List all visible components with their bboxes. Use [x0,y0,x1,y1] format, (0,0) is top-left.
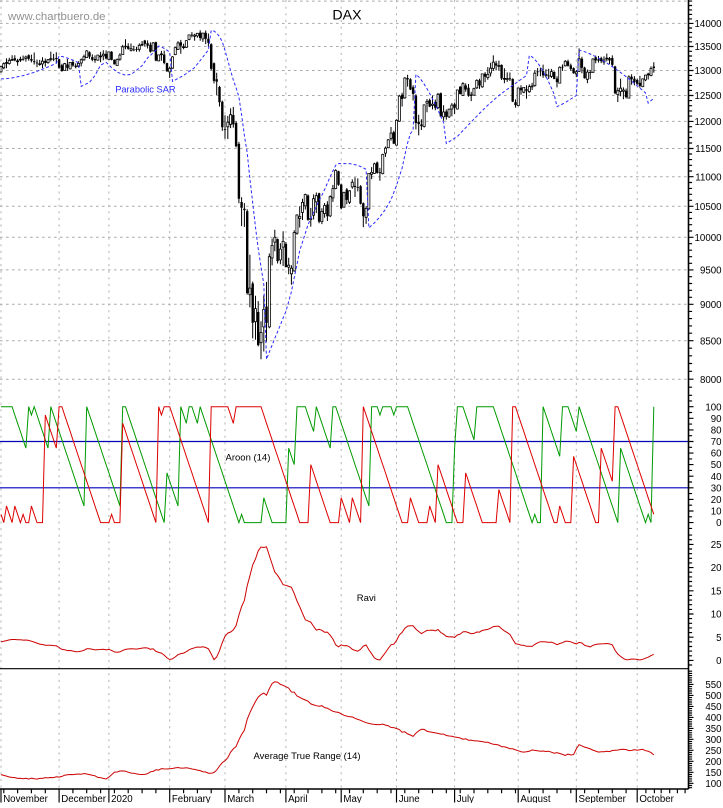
svg-text:November: November [3,794,48,803]
svg-text:Aroon (14): Aroon (14) [226,452,271,463]
svg-text:350: 350 [705,724,722,735]
svg-text:December: December [61,794,106,803]
svg-text:DAX: DAX [332,8,362,24]
svg-text:12500: 12500 [695,91,723,102]
svg-text:100: 100 [705,779,722,790]
svg-text:October: October [639,794,674,803]
svg-text:13500: 13500 [695,42,723,53]
svg-text:20: 20 [711,495,722,506]
svg-text:250: 250 [705,746,722,757]
svg-text:300: 300 [705,735,722,746]
svg-text:Average True Range (14): Average True Range (14) [254,751,361,762]
svg-text:Parabolic SAR: Parabolic SAR [115,85,176,95]
svg-text:400: 400 [705,713,722,724]
svg-text:www.chartbuero.de: www.chartbuero.de [7,11,106,23]
svg-text:8500: 8500 [700,336,722,347]
svg-text:60: 60 [711,449,722,460]
svg-text:50: 50 [711,460,722,471]
svg-text:550: 550 [705,680,722,691]
svg-text:11500: 11500 [695,144,722,155]
svg-text:9500: 9500 [700,266,722,277]
svg-text:Ravi: Ravi [357,593,376,604]
svg-text:10: 10 [711,610,722,621]
svg-text:9000: 9000 [700,300,722,311]
svg-text:April: April [288,794,307,803]
svg-text:May: May [343,794,361,803]
svg-text:0: 0 [716,656,722,667]
svg-text:500: 500 [705,691,722,702]
svg-text:40: 40 [711,472,722,483]
svg-text:200: 200 [705,757,722,768]
svg-text:150: 150 [705,768,722,779]
svg-text:90: 90 [711,414,722,425]
svg-text:September: September [579,794,627,803]
svg-text:2020: 2020 [111,794,133,803]
svg-text:10000: 10000 [695,233,723,244]
svg-text:5: 5 [716,633,721,644]
svg-text:12000: 12000 [695,117,723,128]
svg-text:July: July [457,794,474,803]
svg-text:8000: 8000 [700,375,722,386]
svg-text:25: 25 [711,540,722,551]
svg-text:February: February [172,794,211,803]
svg-text:100: 100 [705,402,722,413]
svg-text:70: 70 [711,437,722,448]
svg-text:10: 10 [711,507,722,518]
svg-text:13000: 13000 [695,66,723,77]
svg-text:20: 20 [711,563,722,574]
svg-text:450: 450 [705,702,722,713]
svg-text:11000: 11000 [695,172,722,183]
svg-text:14000: 14000 [695,19,723,30]
svg-text:15: 15 [711,586,722,597]
svg-text:10500: 10500 [695,202,723,213]
svg-text:March: March [227,794,254,803]
svg-text:80: 80 [711,426,722,437]
svg-text:August: August [520,794,550,803]
svg-text:June: June [399,794,420,803]
svg-text:30: 30 [711,483,722,494]
svg-text:0: 0 [716,518,722,529]
